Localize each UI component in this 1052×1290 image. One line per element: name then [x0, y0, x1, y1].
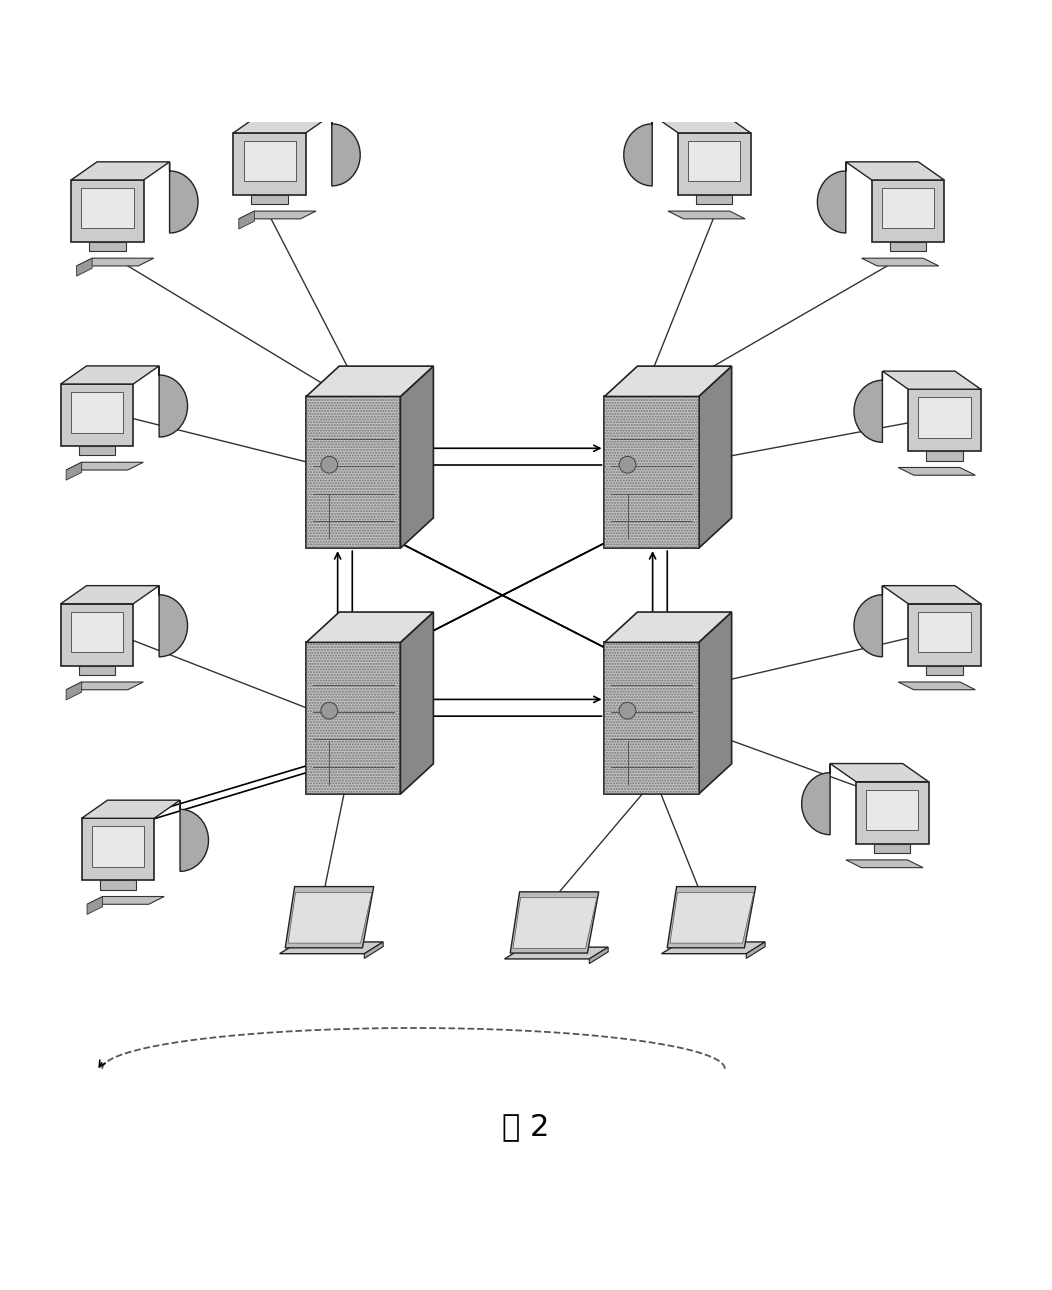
Polygon shape	[72, 161, 169, 181]
Polygon shape	[802, 764, 830, 835]
Polygon shape	[589, 947, 608, 964]
Polygon shape	[306, 642, 401, 795]
Polygon shape	[92, 827, 144, 867]
Polygon shape	[882, 188, 934, 228]
Polygon shape	[662, 942, 765, 953]
Polygon shape	[239, 212, 255, 230]
Polygon shape	[883, 586, 980, 604]
Polygon shape	[89, 243, 125, 252]
Polygon shape	[817, 161, 846, 233]
Polygon shape	[846, 161, 945, 181]
Polygon shape	[605, 642, 699, 795]
Circle shape	[321, 702, 338, 719]
Polygon shape	[70, 392, 123, 432]
Polygon shape	[234, 115, 331, 133]
Polygon shape	[61, 586, 159, 604]
Polygon shape	[699, 611, 731, 795]
Polygon shape	[605, 366, 731, 396]
Polygon shape	[854, 586, 883, 657]
Polygon shape	[624, 115, 652, 186]
Polygon shape	[401, 611, 433, 795]
Polygon shape	[66, 462, 82, 480]
Polygon shape	[61, 384, 134, 446]
Polygon shape	[100, 881, 136, 890]
Polygon shape	[830, 764, 929, 782]
Polygon shape	[306, 396, 401, 548]
Polygon shape	[652, 115, 751, 133]
Polygon shape	[306, 366, 433, 396]
Polygon shape	[668, 212, 745, 219]
Polygon shape	[918, 397, 971, 437]
Polygon shape	[908, 390, 980, 451]
Polygon shape	[82, 818, 155, 881]
Polygon shape	[306, 611, 433, 642]
Polygon shape	[159, 586, 187, 657]
Polygon shape	[239, 212, 316, 219]
Polygon shape	[285, 886, 373, 948]
Polygon shape	[70, 611, 123, 653]
Polygon shape	[82, 800, 180, 818]
Polygon shape	[79, 446, 115, 455]
Polygon shape	[66, 682, 82, 700]
Polygon shape	[874, 844, 910, 853]
Polygon shape	[510, 891, 599, 953]
Polygon shape	[61, 366, 159, 384]
Polygon shape	[605, 611, 731, 642]
Polygon shape	[331, 115, 360, 186]
Polygon shape	[918, 611, 971, 653]
Polygon shape	[846, 860, 923, 868]
Polygon shape	[699, 366, 731, 548]
Polygon shape	[234, 133, 306, 195]
Polygon shape	[667, 886, 755, 948]
Circle shape	[620, 457, 635, 473]
Polygon shape	[898, 682, 975, 690]
Polygon shape	[306, 642, 401, 795]
Polygon shape	[87, 897, 164, 904]
Polygon shape	[87, 897, 103, 915]
Polygon shape	[243, 141, 296, 182]
Polygon shape	[61, 604, 134, 666]
Polygon shape	[81, 188, 134, 228]
Polygon shape	[746, 942, 765, 958]
Polygon shape	[66, 682, 143, 690]
Polygon shape	[688, 141, 741, 182]
Polygon shape	[605, 396, 699, 548]
Polygon shape	[605, 642, 699, 795]
Polygon shape	[679, 133, 751, 195]
Polygon shape	[866, 789, 918, 831]
Polygon shape	[856, 782, 929, 844]
Text: 图 2: 图 2	[502, 1112, 550, 1140]
Polygon shape	[77, 258, 154, 266]
Polygon shape	[908, 604, 980, 666]
Polygon shape	[77, 258, 93, 276]
Polygon shape	[72, 181, 144, 243]
Polygon shape	[898, 467, 975, 475]
Polygon shape	[862, 258, 938, 266]
Polygon shape	[169, 161, 198, 233]
Polygon shape	[306, 396, 401, 548]
Polygon shape	[401, 366, 433, 548]
Circle shape	[321, 457, 338, 473]
Polygon shape	[927, 666, 963, 675]
Polygon shape	[66, 462, 143, 470]
Polygon shape	[670, 893, 754, 943]
Polygon shape	[883, 372, 980, 390]
Polygon shape	[180, 800, 208, 871]
Polygon shape	[505, 947, 608, 958]
Polygon shape	[890, 243, 926, 252]
Polygon shape	[605, 396, 699, 548]
Polygon shape	[513, 898, 596, 948]
Polygon shape	[696, 195, 732, 204]
Polygon shape	[854, 372, 883, 442]
Circle shape	[620, 702, 635, 719]
Polygon shape	[79, 666, 115, 675]
Polygon shape	[872, 181, 945, 243]
Polygon shape	[364, 942, 383, 958]
Polygon shape	[251, 195, 288, 204]
Polygon shape	[159, 366, 187, 437]
Polygon shape	[927, 451, 963, 461]
Polygon shape	[280, 942, 383, 953]
Polygon shape	[288, 893, 371, 943]
